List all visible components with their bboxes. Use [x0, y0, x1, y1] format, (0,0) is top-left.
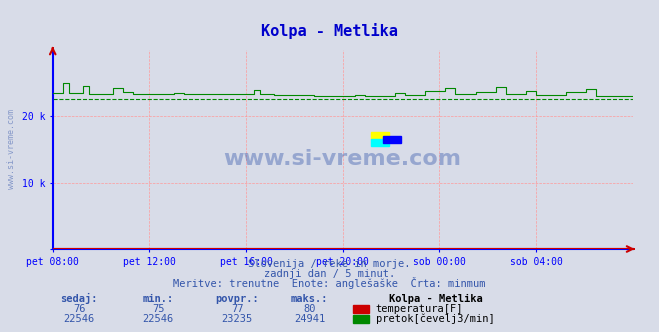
Text: Kolpa - Metlika: Kolpa - Metlika: [389, 294, 482, 304]
Text: www.si-vreme.com: www.si-vreme.com: [223, 149, 462, 169]
Text: 77: 77: [231, 304, 243, 314]
Text: 80: 80: [304, 304, 316, 314]
Text: Meritve: trenutne  Enote: anglešaške  Črta: minmum: Meritve: trenutne Enote: anglešaške Črta…: [173, 277, 486, 289]
Text: www.si-vreme.com: www.si-vreme.com: [7, 110, 16, 189]
Bar: [384, 136, 401, 143]
Text: sedaj:: sedaj:: [61, 293, 98, 304]
Text: 76: 76: [73, 304, 85, 314]
Text: 75: 75: [152, 304, 164, 314]
Text: 22546: 22546: [142, 314, 174, 324]
Bar: [371, 139, 389, 146]
Bar: [371, 132, 389, 139]
Text: maks.:: maks.:: [291, 294, 328, 304]
Text: 22546: 22546: [63, 314, 95, 324]
Text: povpr.:: povpr.:: [215, 294, 259, 304]
Text: 23235: 23235: [221, 314, 253, 324]
Text: pretok[čevelj3/min]: pretok[čevelj3/min]: [376, 313, 494, 324]
Text: min.:: min.:: [142, 294, 174, 304]
Text: temperatura[F]: temperatura[F]: [376, 304, 463, 314]
Text: 24941: 24941: [294, 314, 326, 324]
Text: Kolpa - Metlika: Kolpa - Metlika: [261, 23, 398, 39]
Text: zadnji dan / 5 minut.: zadnji dan / 5 minut.: [264, 269, 395, 279]
Text: Slovenija / reke in morje.: Slovenija / reke in morje.: [248, 259, 411, 269]
